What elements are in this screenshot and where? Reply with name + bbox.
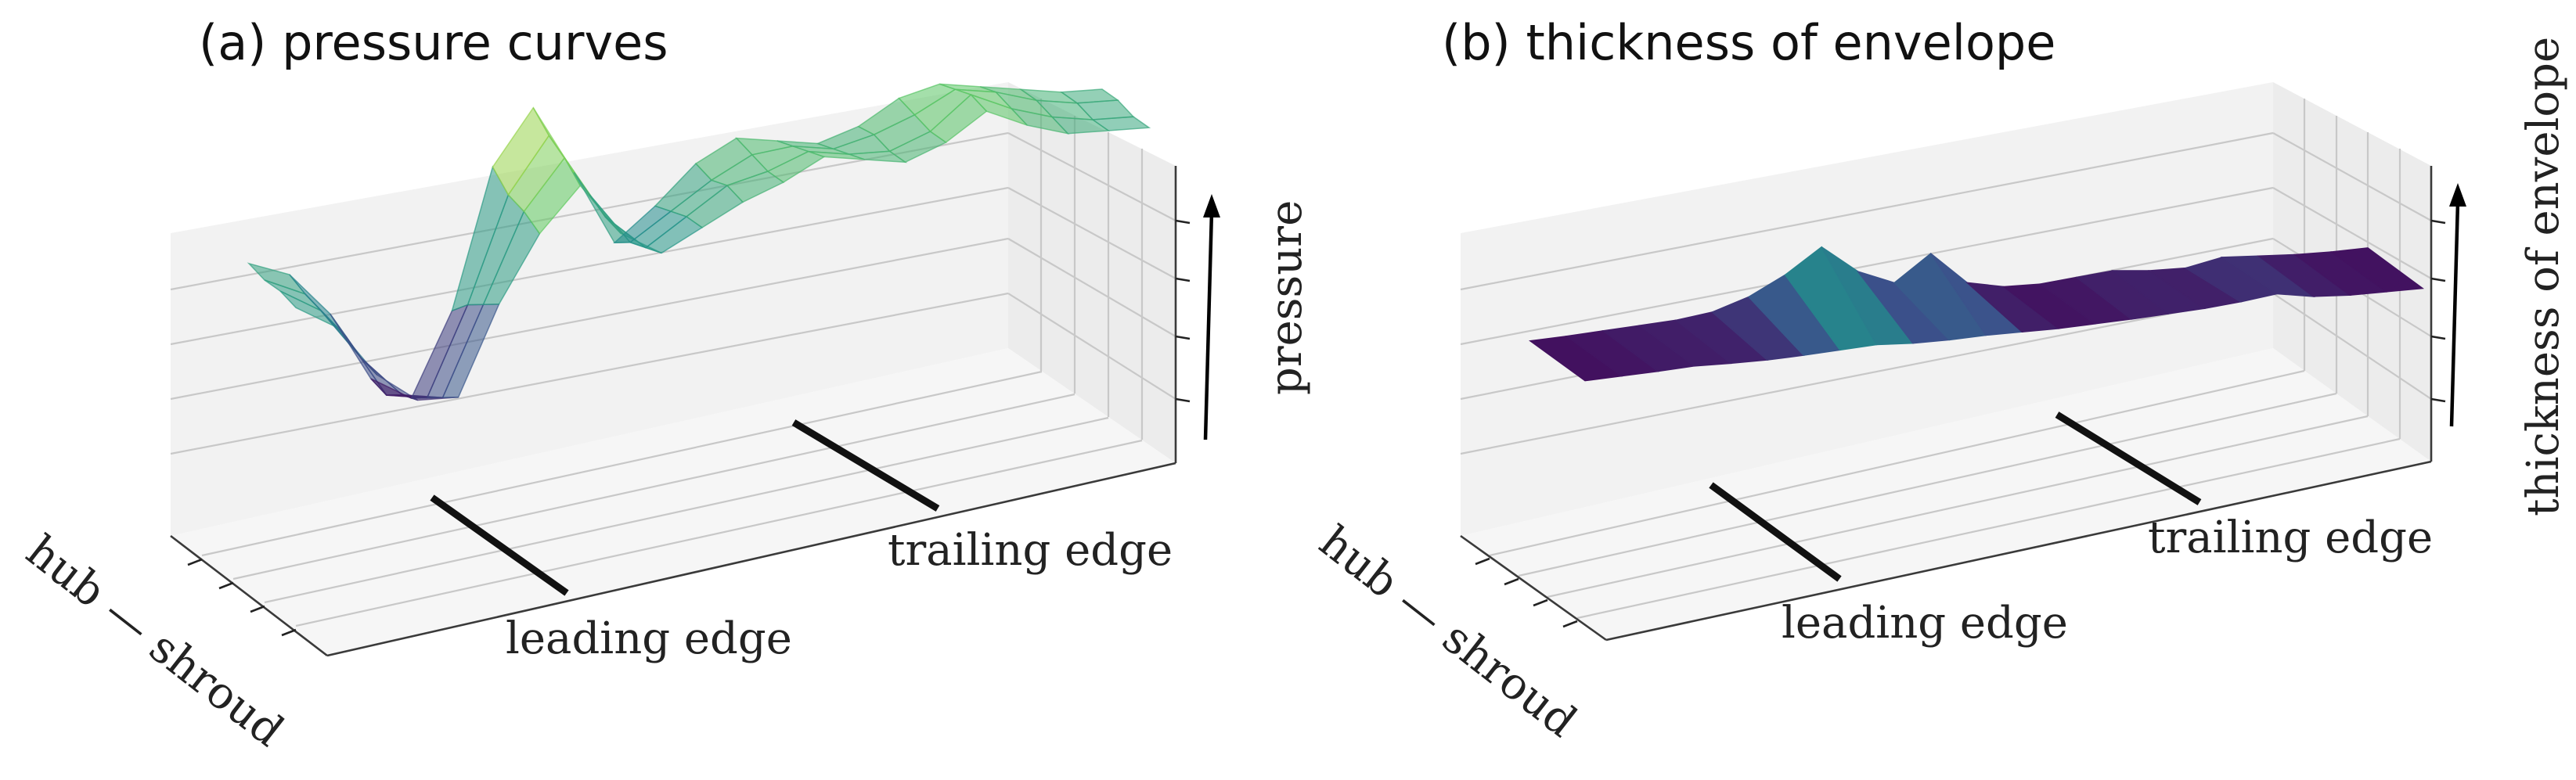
panel-b-z-arrow xyxy=(2449,183,2466,427)
panel-a-trailing-edge-label: trailing edge xyxy=(888,525,1173,576)
panel-b-title: (b) thickness of envelope xyxy=(1442,14,2055,71)
panel-a-right-wall xyxy=(1008,82,1176,463)
panel-b-trailing-edge-label: trailing edge xyxy=(2148,512,2433,563)
panel-a-trailing-edge-marker xyxy=(791,419,940,512)
panel-a-leading-edge-marker xyxy=(430,494,569,596)
panel-b-leading-edge-label: leading edge xyxy=(1782,598,2068,649)
panel-a-axis-edges xyxy=(170,166,1191,657)
panel-a-pressure-curves: (a) pressure curves pressure hub — shrou… xyxy=(16,14,1312,757)
panel-b-axis-edges xyxy=(1460,166,2446,642)
panel-a-pressure-surface xyxy=(247,83,1151,401)
panel-a-surface-cell xyxy=(1059,88,1120,104)
panel-a-back-wall xyxy=(171,82,1008,536)
panel-b-floor xyxy=(1461,348,2431,640)
panel-a-title: (a) pressure curves xyxy=(199,14,668,71)
panel-b-trailing-edge-marker xyxy=(2055,412,2202,505)
panel-a-z-axis-label: pressure xyxy=(1261,200,1312,395)
panel-a-floor xyxy=(171,348,1176,656)
panel-b-z-axis-label: thickness of envelope xyxy=(2518,37,2569,516)
panel-b-surface-cell xyxy=(2329,247,2425,293)
panel-b-leading-edge-marker xyxy=(1709,482,1842,582)
panel-a-gridlines xyxy=(170,99,1176,627)
panel-b-thickness-of-envelope: (b) thickness of envelope thickness of e… xyxy=(1310,14,2569,747)
panel-a-z-arrow xyxy=(1203,194,1220,440)
panel-a-leading-edge-label: leading edge xyxy=(506,613,792,664)
panel-b-thickness-surface xyxy=(1529,246,2425,382)
